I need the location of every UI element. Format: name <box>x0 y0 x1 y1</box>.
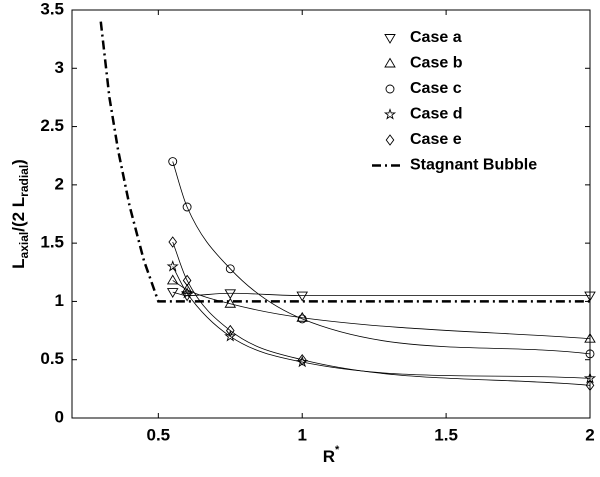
x-tick-label: 0.5 <box>147 425 171 444</box>
marker <box>168 236 178 248</box>
legend-marker <box>385 84 395 94</box>
x-label-main: R <box>323 447 335 466</box>
marker <box>168 157 178 166</box>
y-tick-label: 3.5 <box>40 0 64 18</box>
marker <box>225 324 235 337</box>
x-tick-label: 2 <box>585 425 594 444</box>
y-tick-label: 0 <box>55 407 64 426</box>
marker <box>166 260 179 272</box>
marker <box>224 289 237 300</box>
y-tick-label: 0.5 <box>40 349 64 368</box>
marker <box>182 202 192 212</box>
marker <box>584 291 596 302</box>
y-label-sub: radial <box>17 165 31 197</box>
y-label-part: L <box>9 258 28 268</box>
legend-label: Case a <box>410 29 462 46</box>
series-line <box>172 266 591 379</box>
y-label-part: ) <box>9 159 28 165</box>
x-tick-label: 1.5 <box>434 425 458 444</box>
series-line <box>172 280 591 340</box>
y-label-part: /(2 L <box>9 197 28 232</box>
y-tick-label: 3 <box>55 58 64 77</box>
marker <box>585 379 595 392</box>
legend-label: Stagnant Bubble <box>410 157 537 174</box>
legend-label: Case c <box>410 80 462 97</box>
marker <box>297 353 307 366</box>
y-label-sub: axial <box>17 232 31 259</box>
marker <box>182 274 192 287</box>
y-tick-label: 1.5 <box>40 233 64 252</box>
series-line <box>99 21 590 303</box>
y-tick-label: 2 <box>55 174 64 193</box>
series-line <box>172 241 591 386</box>
legend-label: Case d <box>410 106 462 123</box>
marker <box>584 332 596 343</box>
marker <box>224 297 237 308</box>
x-label-sup: * <box>335 444 340 456</box>
legend-marker <box>383 108 397 120</box>
y-tick-label: 2.5 <box>40 116 64 135</box>
marker <box>181 286 194 299</box>
marker <box>166 274 179 285</box>
marker <box>296 311 309 322</box>
y-tick-label: 1 <box>55 291 64 310</box>
marker <box>296 291 309 302</box>
marker <box>224 330 237 342</box>
plot-frame <box>71 9 591 419</box>
legend-marker <box>384 57 396 68</box>
legend-label: Case e <box>410 131 462 148</box>
series-line <box>172 291 590 297</box>
marker <box>225 264 235 274</box>
marker <box>297 314 307 324</box>
legend-marker <box>385 134 395 146</box>
x-tick-label: 1 <box>297 425 306 444</box>
marker <box>166 288 179 298</box>
legend-label: Case b <box>410 55 463 72</box>
legend-marker <box>384 34 396 44</box>
y-axis-label: Laxial/(2 Lradial) <box>9 159 31 269</box>
marker <box>585 349 595 359</box>
series-line <box>172 161 591 355</box>
x-axis-label: R* <box>323 444 340 467</box>
